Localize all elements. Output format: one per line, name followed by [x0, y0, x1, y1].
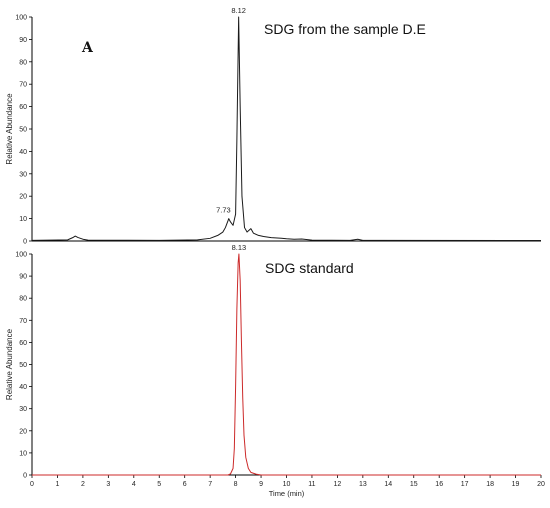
y-tick-label: 10 [19, 216, 27, 223]
x-tick-label: 14 [384, 481, 392, 488]
x-tick-label: 9 [259, 481, 263, 488]
peak-label: 8.12 [231, 6, 246, 15]
panel-annotation: SDG standard [265, 260, 354, 276]
x-tick-label: 18 [486, 481, 494, 488]
y-tick-label: 80 [19, 296, 27, 303]
y-tick-label: 40 [19, 384, 27, 391]
x-axis-title: Time (min) [269, 489, 305, 498]
x-tick-label: 13 [359, 481, 367, 488]
x-tick-label: 7 [208, 481, 212, 488]
y-tick-label: 0 [23, 473, 27, 480]
y-axis-title: Relative Abundance [5, 93, 14, 165]
y-tick-label: 10 [19, 450, 27, 457]
panel-top-sample: 0 10 20 30 40 50 60 70 80 90 100 Relative Abundance… [5, 6, 542, 246]
y-tick-label: 20 [19, 428, 27, 435]
y-tick-label: 60 [19, 104, 27, 111]
y-tick-label: 90 [19, 274, 27, 281]
x-tick-label: 10 [283, 481, 291, 488]
y-axis-title: Relative Abundance [5, 328, 14, 400]
y-tick-label: 30 [19, 171, 27, 178]
x-tick-label: 5 [157, 481, 161, 488]
chromatogram-trace [31, 16, 542, 242]
peak-label: 7.73 [216, 206, 231, 215]
x-tick-label: 12 [334, 481, 342, 488]
y-tick-label: 50 [19, 362, 27, 369]
x-tick-label: 16 [435, 481, 443, 488]
x-tick-label: 15 [410, 481, 418, 488]
x-tick-label: 0 [30, 481, 34, 488]
x-tick-label: 6 [183, 481, 187, 488]
y-tick-label: 0 [23, 239, 27, 246]
chromatogram-trace [32, 253, 541, 476]
x-tick-label: 2 [81, 481, 85, 488]
y-tick-label: 100 [15, 252, 27, 259]
y-tick-label: 60 [19, 340, 27, 347]
x-tick-label: 8 [234, 481, 238, 488]
y-tick-label: 70 [19, 82, 27, 89]
x-tick-label: 4 [132, 481, 136, 488]
x-tick-label: 1 [55, 481, 59, 488]
x-tick-label: 20 [537, 481, 545, 488]
x-tick-label: 19 [512, 481, 520, 488]
y-tick-label: 100 [15, 15, 27, 22]
y-tick-label: 40 [19, 149, 27, 156]
x-tick-label: 3 [106, 481, 110, 488]
x-tick-label: 17 [461, 481, 469, 488]
x-tick-label: 11 [308, 481, 315, 488]
panel-label: A [81, 40, 94, 56]
y-tick-label: 70 [19, 318, 27, 325]
peak-label: 8.13 [232, 243, 247, 252]
y-tick-label: 30 [19, 406, 27, 413]
panel-annotation: SDG from the sample D.E [264, 21, 426, 37]
y-tick-label: 20 [19, 194, 27, 201]
y-tick-label: 90 [19, 37, 27, 44]
y-tick-label: 50 [19, 127, 27, 134]
y-tick-label: 80 [19, 59, 27, 66]
